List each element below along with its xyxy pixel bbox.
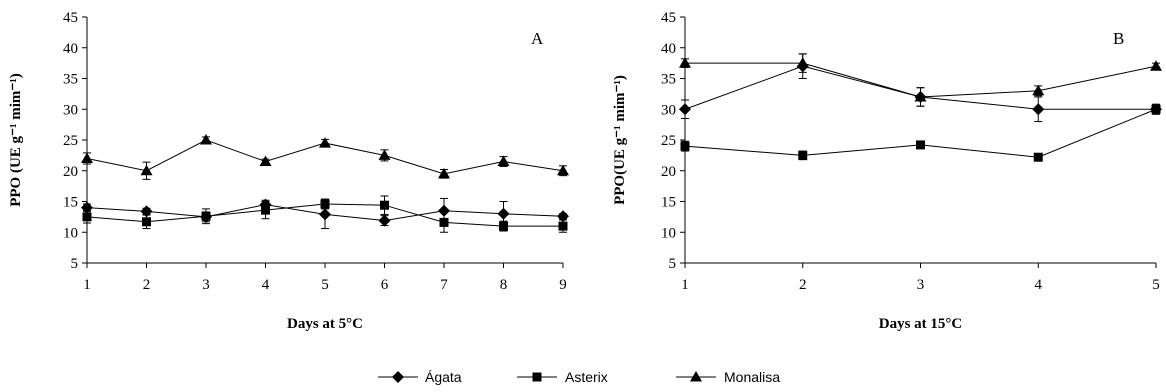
x-tick-label: 3	[202, 277, 210, 293]
y-tick-label: 45	[661, 10, 676, 26]
x-axis-title: Days at 5°C	[287, 316, 363, 332]
data-point	[142, 217, 151, 227]
data-point	[497, 155, 510, 167]
legend: Ágata Asterix Monalisa	[378, 369, 780, 385]
y-tick-label: 35	[661, 72, 676, 88]
y-tick-label: 10	[661, 225, 676, 241]
data-point	[201, 211, 211, 221]
data-point	[438, 204, 450, 217]
legend-marker	[690, 371, 702, 382]
data-point	[261, 205, 270, 215]
y-tick-label: 40	[661, 41, 676, 57]
legend-label: Monalisa	[724, 369, 780, 385]
y-tick-label: 20	[63, 164, 78, 180]
y-tick-label: 35	[63, 72, 78, 88]
x-tick-label: 8	[500, 277, 508, 293]
x-tick-label: 9	[559, 277, 567, 293]
y-tick-label: 40	[63, 41, 78, 57]
data-point	[798, 150, 808, 160]
data-point	[796, 57, 809, 68]
x-tick-label: 2	[143, 277, 151, 293]
data-point	[140, 205, 153, 218]
data-point	[916, 140, 925, 150]
y-axis-title: PPO(UE g⁻¹ mim⁻¹)	[612, 75, 628, 205]
data-point	[680, 141, 690, 151]
data-point	[82, 212, 92, 222]
x-tick-label: 3	[917, 277, 925, 293]
data-point	[140, 164, 153, 176]
y-tick-label: 5	[669, 256, 677, 272]
x-tick-label: 4	[262, 277, 270, 293]
data-point	[914, 90, 927, 102]
data-point	[200, 134, 212, 145]
data-point	[259, 155, 272, 167]
y-tick-label: 25	[661, 133, 676, 149]
legend-label: Asterix	[565, 369, 608, 385]
legend-label: Ágata	[425, 369, 462, 385]
y-tick-label: 45	[63, 10, 78, 26]
y-tick-label: 30	[63, 102, 78, 118]
x-tick-label: 6	[381, 277, 389, 293]
data-point	[81, 152, 93, 163]
series-line	[684, 108, 1157, 158]
y-tick-label: 25	[63, 133, 78, 149]
panel-label: B	[1113, 29, 1124, 48]
data-point	[1150, 60, 1162, 71]
panel-label: A	[531, 29, 544, 48]
data-point	[558, 221, 568, 231]
data-point	[319, 137, 331, 148]
x-tick-label: 1	[681, 277, 689, 293]
data-point	[679, 57, 691, 68]
x-tick-label: 5	[321, 277, 329, 293]
data-point	[1032, 84, 1045, 96]
series-monalisa	[81, 134, 569, 180]
y-tick-label: 10	[63, 225, 78, 241]
data-point	[1032, 103, 1045, 116]
data-point	[679, 103, 691, 116]
data-point	[380, 200, 389, 210]
data-point	[320, 199, 330, 209]
y-tick-label: 20	[661, 164, 676, 180]
x-tick-label: 1	[83, 277, 91, 293]
data-point	[497, 207, 510, 220]
legend-marker	[392, 371, 404, 383]
x-axis-title: Days at 15°C	[879, 316, 963, 332]
series-asterix	[680, 103, 1161, 162]
y-tick-label: 5	[71, 256, 79, 272]
x-tick-label: 7	[440, 277, 448, 293]
data-point	[557, 164, 569, 176]
legend-item-monalisa: Monalisa	[676, 369, 780, 385]
data-point	[319, 208, 331, 221]
series-asterix	[82, 195, 568, 233]
y-tick-label: 15	[63, 195, 78, 211]
y-tick-label: 15	[661, 195, 676, 211]
x-tick-label: 4	[1035, 277, 1043, 293]
data-point	[1151, 104, 1161, 114]
data-point	[1033, 152, 1043, 162]
data-point	[378, 214, 391, 227]
x-tick-label: 2	[799, 277, 807, 293]
legend-marker	[532, 372, 542, 382]
series-monalisa	[679, 53, 1162, 107]
legend-item-asterix: Asterix	[517, 369, 608, 385]
data-point	[438, 167, 450, 179]
y-tick-label: 30	[661, 102, 676, 118]
data-point	[439, 217, 449, 227]
legend-item-gata: Ágata	[378, 369, 462, 385]
y-axis-title: PPO (UE g⁻¹ mim⁻¹)	[8, 73, 24, 207]
x-tick-label: 5	[1152, 277, 1160, 293]
data-point	[378, 149, 391, 160]
data-point	[499, 221, 508, 231]
data-point	[557, 210, 569, 223]
